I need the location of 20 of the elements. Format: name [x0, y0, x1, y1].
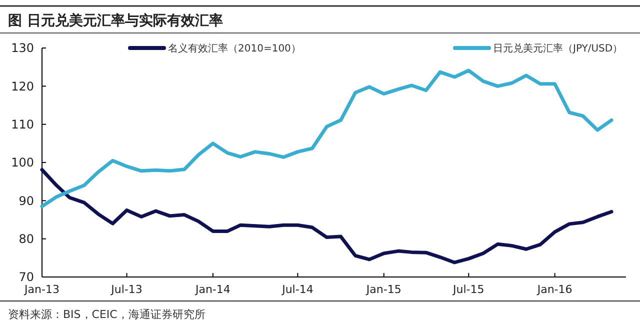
y-tick-label: 70 — [18, 270, 34, 284]
line-series — [40, 68, 614, 208]
x-tick-label: Jan-15 — [365, 283, 402, 296]
y-tick-label: 130 — [11, 41, 34, 56]
x-tick-label: Jul-14 — [281, 283, 314, 296]
y-tick-label: 120 — [11, 79, 34, 94]
legend-label: 名义有效汇率（2010=100） — [168, 42, 301, 54]
x-tick-label: Jan-13 — [24, 283, 60, 296]
line-series — [40, 168, 614, 264]
chart-title: 图 日元兑美元汇率与实际有效汇率 — [8, 12, 223, 29]
x-tick-label: Jul-15 — [452, 283, 484, 296]
x-tick-label: Jan-14 — [194, 283, 230, 296]
text: 资料来源：BIS，CEIC，海通证券研究所 — [8, 308, 206, 321]
y-tick-label: 80 — [18, 232, 34, 246]
legend-label: 日元兑美元汇率（JPY/USD） — [493, 42, 623, 54]
y-tick-label: 110 — [11, 118, 34, 132]
x-tick-label: Jan-16 — [536, 283, 572, 296]
y-tick-label: 90 — [18, 194, 34, 208]
x-tick-label: Jul-13 — [110, 283, 142, 296]
y-tick-label: 100 — [11, 156, 34, 170]
